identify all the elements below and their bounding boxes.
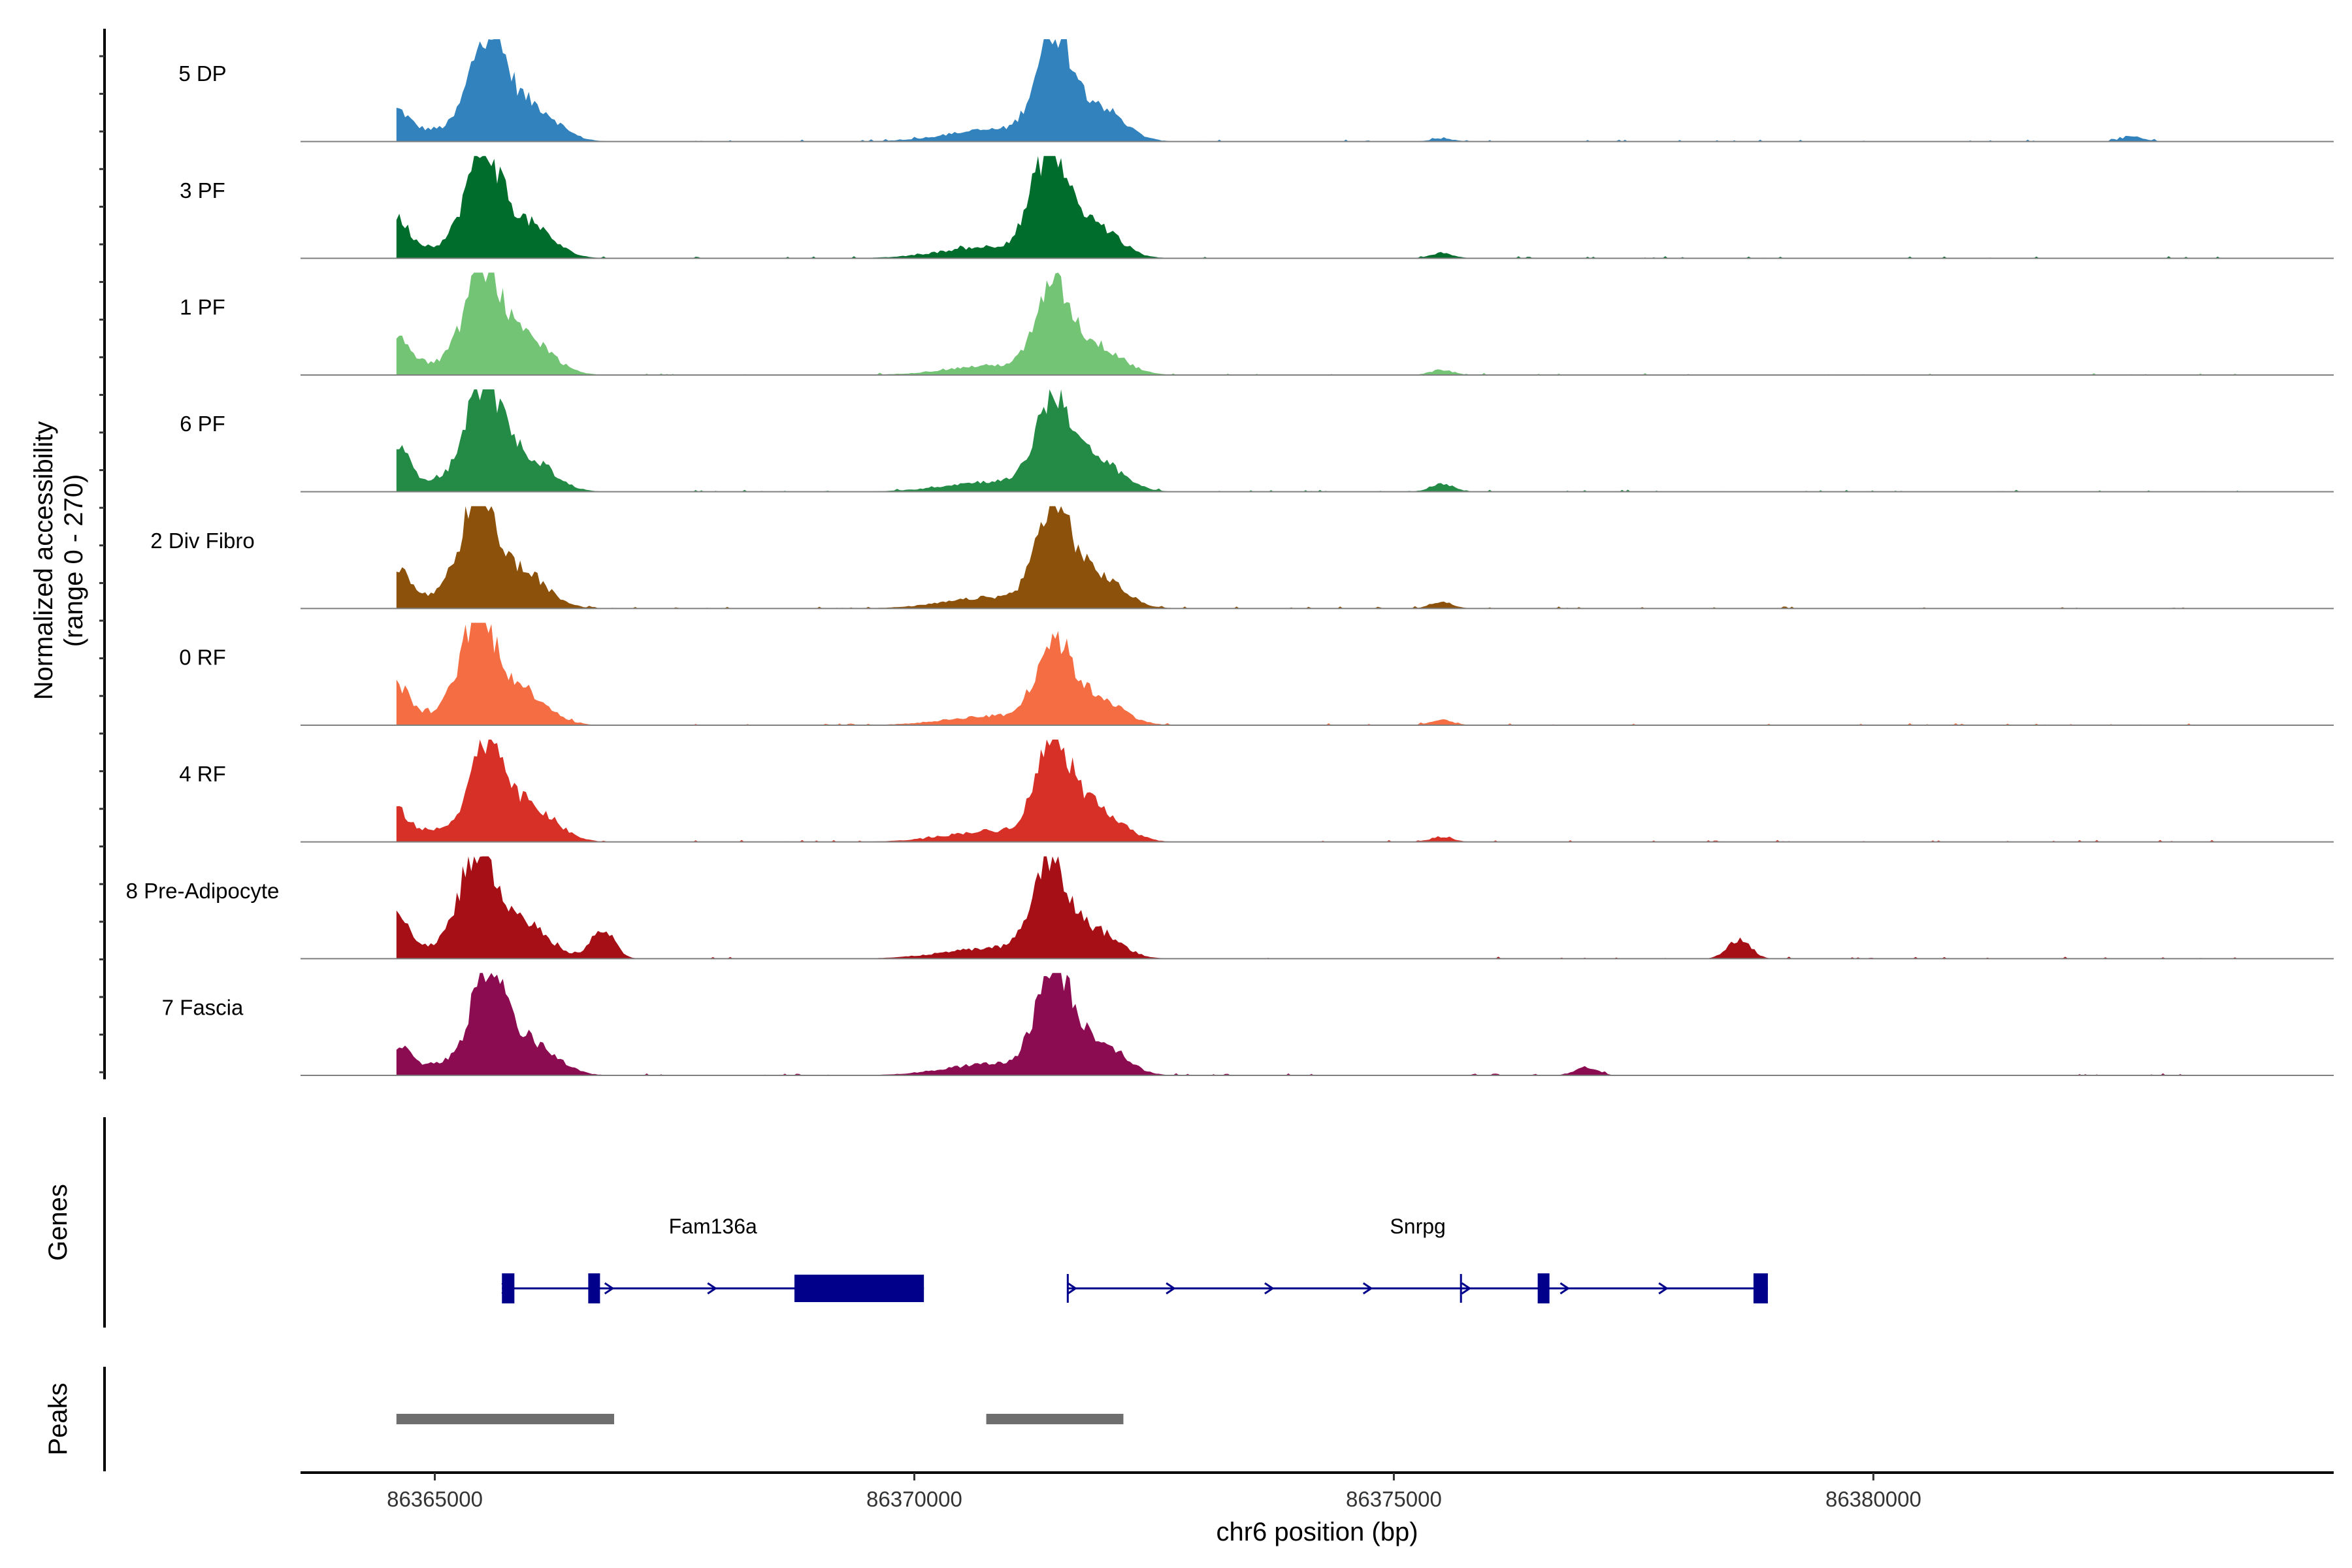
strand-arrow xyxy=(1461,1282,1472,1295)
track-label: 8 Pre-Adipocyte xyxy=(126,879,280,903)
y-axis-title-line2: (range 0 - 270) xyxy=(59,474,88,647)
coverage-area xyxy=(396,155,2238,259)
gene-models: Fam136a Snrpg xyxy=(501,1215,1768,1303)
strand-arrow xyxy=(1166,1282,1176,1295)
strand-arrow xyxy=(1264,1282,1275,1295)
x-tick-label: 86380000 xyxy=(1825,1487,1921,1511)
coverage-area xyxy=(396,272,2238,375)
y-axis-title-line1: Normalized accessibility xyxy=(29,421,58,700)
gene-name-label: Snrpg xyxy=(1390,1215,1445,1238)
peak-region-bar xyxy=(986,1414,1124,1424)
track-label: 0 RF xyxy=(179,645,226,670)
coverage-tracks: 5 DP 3 PF 1 PF 6 PF 2 Div Fibro 0 RF 4 RF 8 Pre… xyxy=(126,39,2334,1076)
x-axis-title: chr6 position (bp) xyxy=(1216,1518,1418,1546)
coverage-area xyxy=(396,740,2238,842)
coverage-track: 5 DP xyxy=(178,39,2334,142)
gene-model: Fam136a xyxy=(501,1215,924,1303)
coverage-track: 0 RF xyxy=(179,623,2334,726)
track-label: 1 PF xyxy=(180,295,225,319)
genes-panel: Genes Fam136a Snrpg xyxy=(44,1117,1768,1328)
coverage-area xyxy=(396,389,2238,492)
coverage-area xyxy=(396,973,2238,1075)
track-label: 3 PF xyxy=(180,178,225,203)
coverage-y-axis: Normalized accessibility (range 0 - 270) xyxy=(29,29,106,1079)
gene-model: Snrpg xyxy=(1066,1215,1768,1303)
coverage-track: 8 Pre-Adipocyte xyxy=(126,856,2334,960)
x-tick-label: 86365000 xyxy=(387,1487,483,1511)
exon-block xyxy=(588,1273,600,1303)
strand-arrow xyxy=(1067,1282,1078,1295)
coverage-area xyxy=(396,39,2238,142)
exon-block xyxy=(502,1273,515,1303)
coverage-track: 3 PF xyxy=(180,155,2334,259)
coverage-track: 6 PF xyxy=(180,389,2334,493)
coverage-track: 7 Fascia xyxy=(162,973,2334,1076)
gene-name-label: Fam136a xyxy=(669,1215,757,1238)
track-label: 2 Div Fibro xyxy=(150,529,255,553)
strand-arrow xyxy=(604,1282,615,1295)
strand-arrow xyxy=(1362,1282,1373,1295)
track-label: 4 RF xyxy=(179,762,226,786)
coverage-track: 1 PF xyxy=(180,272,2334,376)
coverage-track: 4 RF xyxy=(179,740,2334,843)
peaks-track-title: Peaks xyxy=(44,1382,73,1455)
strand-arrow xyxy=(1560,1282,1571,1295)
coverage-area xyxy=(396,856,2238,959)
coverage-track: 2 Div Fibro xyxy=(150,506,2334,610)
x-tick-label: 86370000 xyxy=(866,1487,962,1511)
coverage-area xyxy=(396,506,2238,609)
track-label: 5 DP xyxy=(178,61,226,86)
exon-block xyxy=(1753,1273,1768,1303)
track-label: 6 PF xyxy=(180,412,225,436)
exon-block xyxy=(794,1275,924,1302)
x-axis: 86365000 86370000 86375000 86380000 chr6 po… xyxy=(301,1471,2334,1546)
peaks-panel: Peaks xyxy=(44,1367,1124,1471)
peak-region-bar xyxy=(396,1414,615,1424)
x-axis-ticks: 86365000 86370000 86375000 86380000 xyxy=(387,1473,1921,1511)
coverage-y-ticks xyxy=(99,55,105,1073)
x-tick-label: 86375000 xyxy=(1346,1487,1442,1511)
peak-regions xyxy=(396,1414,1124,1424)
strand-arrow xyxy=(1658,1282,1669,1295)
coverage-area xyxy=(396,623,2238,725)
strand-arrow xyxy=(707,1282,717,1295)
genes-track-title: Genes xyxy=(44,1184,73,1261)
track-label: 7 Fascia xyxy=(162,996,244,1020)
exon-block xyxy=(1537,1273,1550,1303)
